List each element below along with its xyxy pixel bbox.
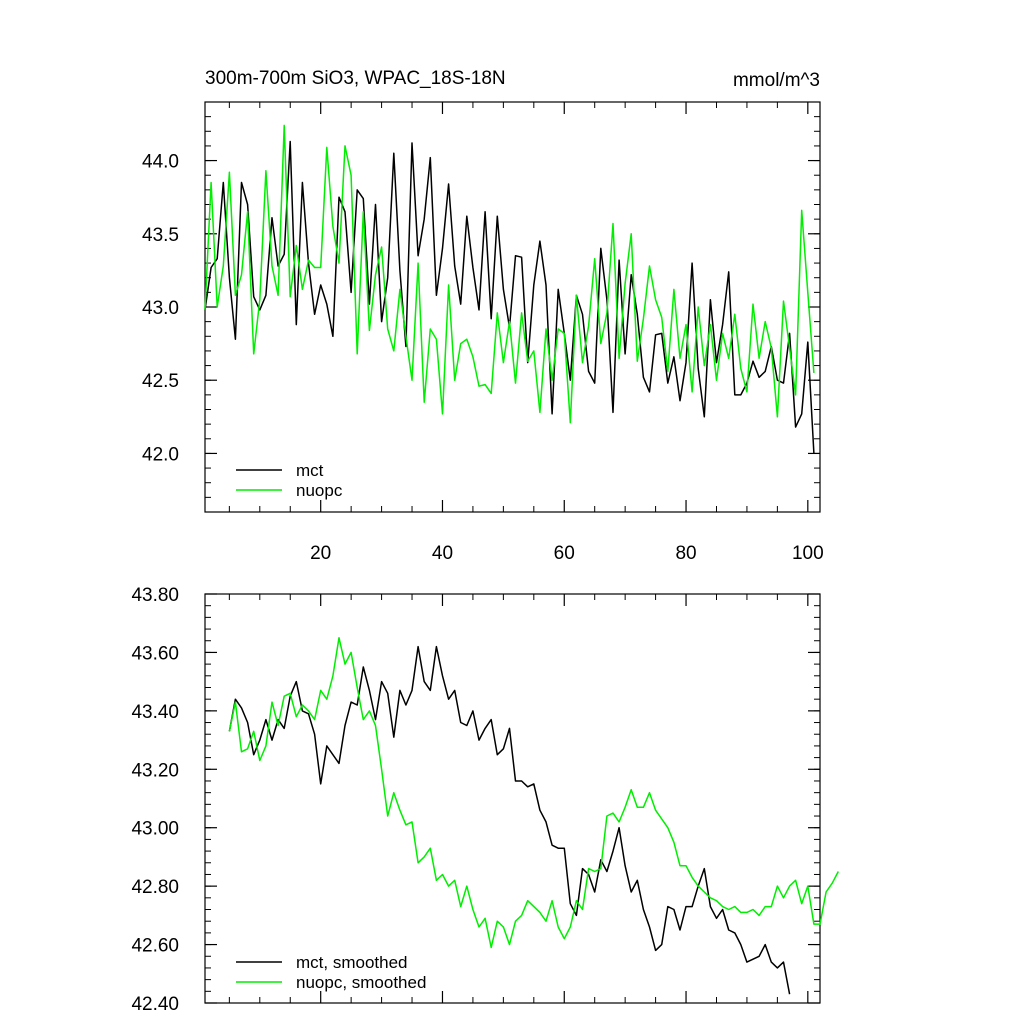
bottom-series-group xyxy=(228,637,839,995)
bottom-y-tick-label: 42.40 xyxy=(131,994,179,1015)
bottom-legend: mct, smoothed nuopc, smoothed xyxy=(236,953,426,992)
top-x-tick-label: 20 xyxy=(310,543,331,564)
legend-label-nuopc: nuopc xyxy=(296,481,343,500)
top-series-group xyxy=(204,124,815,454)
legend-label-mct: mct xyxy=(296,461,324,480)
bottom-y-tick-label: 43.00 xyxy=(131,819,179,840)
chart-title: 300m-700m SiO3, WPAC_18S-18N xyxy=(205,68,506,89)
top-y-tick-label: 43.5 xyxy=(142,225,179,246)
top-y-tick-label: 44.0 xyxy=(142,152,179,173)
units-label: mmol/m^3 xyxy=(733,70,820,91)
bottom-y-tick-label: 43.20 xyxy=(131,760,179,781)
top-series-line-nuopc xyxy=(204,124,815,424)
bottom-y-tick-label: 43.40 xyxy=(131,702,179,723)
bottom-series-line-nuopc-smoothed xyxy=(228,637,839,949)
top-y-tick-label: 42.5 xyxy=(142,371,179,392)
bottom-y-tick-label: 43.60 xyxy=(131,643,179,664)
bottom-y-tick-label: 43.80 xyxy=(131,585,179,606)
top-y-tick-label: 42.0 xyxy=(142,444,179,465)
bottom-y-tick-label: 42.60 xyxy=(131,936,179,957)
top-axis-ticks: 20 40 60 80 100 42.0 42.5 43.0 43.5 44.0 xyxy=(142,101,824,564)
legend-label-mct-smoothed: mct, smoothed xyxy=(296,953,408,972)
top-x-tick-label: 100 xyxy=(792,543,824,564)
top-legend: mct nuopc xyxy=(236,461,343,500)
top-y-tick-label: 43.0 xyxy=(142,298,179,319)
bottom-plot-frame xyxy=(204,593,821,1004)
legend-label-nuopc-smoothed: nuopc, smoothed xyxy=(296,973,426,992)
bottom-y-tick-label: 42.80 xyxy=(131,877,179,898)
top-x-tick-label: 80 xyxy=(675,543,696,564)
top-x-tick-label: 60 xyxy=(554,543,575,564)
bottom-axis-ticks: 42.40 42.60 42.80 43.00 43.20 43.40 43.60 43.80 xyxy=(131,585,820,1015)
top-series-line-mct xyxy=(204,140,815,454)
bottom-series-line-mct-smoothed xyxy=(228,645,791,995)
top-x-tick-label: 40 xyxy=(432,543,453,564)
